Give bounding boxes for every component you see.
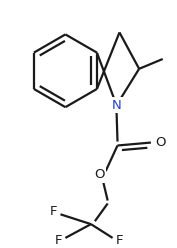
Text: F: F (50, 205, 57, 218)
Text: O: O (156, 136, 166, 149)
Text: F: F (116, 234, 123, 247)
Text: O: O (95, 168, 105, 182)
Text: F: F (55, 234, 62, 247)
Text: N: N (112, 99, 121, 112)
